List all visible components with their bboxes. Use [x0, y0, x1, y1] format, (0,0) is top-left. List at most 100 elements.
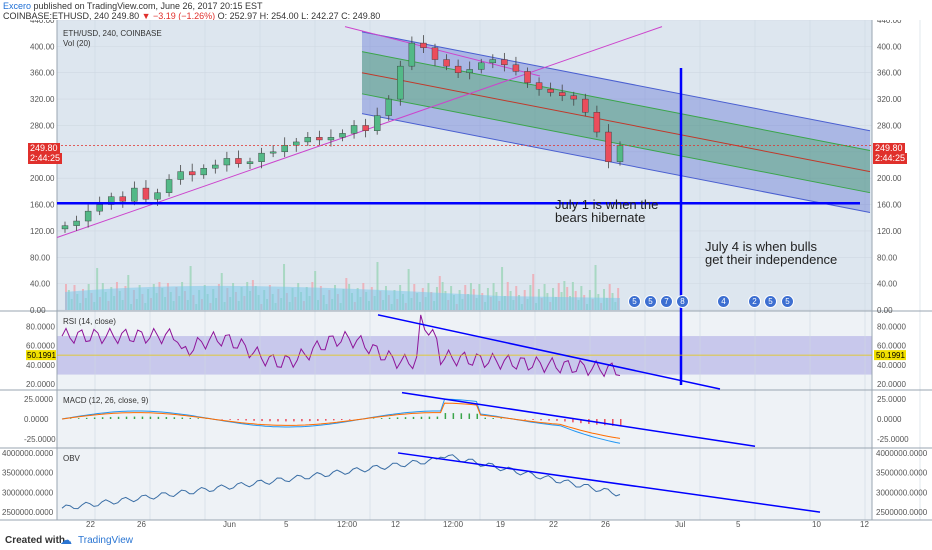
candle-body: [524, 71, 531, 83]
price-tick-right: 120.00: [877, 227, 902, 236]
macd-histogram-bar: [261, 419, 263, 422]
annotation-july4-line1: July 4 is when bulls: [705, 239, 817, 254]
candle-body: [350, 125, 358, 134]
macd-histogram-bar: [412, 416, 415, 419]
macd-tick-left: 0.0000: [24, 415, 49, 424]
rsi-tick-right: 40.0000: [877, 361, 906, 370]
volume-legend: Vol (20): [63, 39, 91, 48]
candle-body: [304, 137, 312, 143]
event-marker[interactable]: 2: [748, 295, 761, 308]
candle-body: [119, 196, 127, 202]
candle-body: [188, 171, 196, 176]
channel-line: [361, 72, 871, 173]
obv-tick-left: 3000000.0000: [2, 488, 54, 497]
candle-body: [501, 59, 508, 66]
macd-histogram-bar: [325, 419, 327, 421]
obv-tick-left: 2500000.0000: [2, 508, 54, 517]
time-tick: 5: [736, 520, 741, 529]
price-badge-left: 249.80: [28, 143, 60, 154]
time-tick: 12: [860, 520, 869, 529]
candle-body: [454, 65, 462, 73]
down-arrow-icon: ▼: [141, 11, 151, 21]
tradingview-logo-text[interactable]: TradingView: [78, 535, 134, 546]
macd-histogram-bar: [189, 417, 192, 419]
macd-histogram-bar: [141, 416, 144, 419]
candle-body: [397, 65, 404, 100]
price-tick-left: 80.00: [30, 253, 51, 262]
candle-body: [535, 82, 543, 90]
candle-body: [165, 179, 173, 193]
macd-histogram-bar: [404, 417, 407, 419]
macd-histogram-bar: [612, 419, 614, 426]
candle-body: [258, 152, 265, 162]
annotation-july1: July 1 is when the bears hibernate: [555, 198, 658, 224]
price-tick-right: 440.00: [877, 20, 902, 25]
channel-line: [361, 31, 871, 132]
candle-body: [385, 98, 392, 116]
macd-histogram-bar: [341, 419, 343, 421]
macd-histogram-bar: [388, 417, 391, 419]
symbol-line: COINBASE:ETHUSD, 240 249.80 ▼ −3.19 (−1.…: [3, 11, 380, 21]
macd-histogram-bar: [109, 416, 112, 419]
macd-histogram-bar: [548, 419, 550, 421]
macd-histogram-bar: [492, 418, 494, 419]
volume-bar: [376, 262, 379, 310]
macd-histogram-bar: [173, 417, 176, 419]
rsi-tick-left: 20.0000: [26, 380, 55, 389]
price-pane-title: ETH/USD, 240, COINBASE: [63, 29, 162, 38]
macd-histogram-bar: [317, 419, 319, 421]
candle-body: [200, 168, 207, 176]
event-marker[interactable]: 4: [717, 295, 730, 308]
volume-bar: [571, 282, 574, 310]
candle-body: [420, 42, 427, 48]
price-tick-left: 0.00: [30, 306, 46, 315]
volume-bar: [594, 265, 597, 310]
macd-trendline: [401, 391, 756, 447]
obv-tick-right: 3000000.0000: [876, 488, 928, 497]
macd-histogram-bar: [500, 418, 502, 419]
macd-histogram-bar: [253, 419, 255, 421]
time-badge-right: 2:44:25: [873, 153, 908, 164]
price-tick-left: 200.00: [30, 174, 55, 183]
rsi-value-right: 50.1991: [876, 351, 905, 360]
candle-body: [443, 59, 450, 67]
macd-histogram-bar: [372, 418, 375, 419]
candle-body: [466, 69, 473, 73]
price-tick-left: 400.00: [30, 42, 55, 51]
time-tick: 22: [86, 520, 95, 529]
annotation-july1-line2: bears hibernate: [555, 210, 646, 225]
volume-bar: [501, 267, 504, 310]
event-marker[interactable]: 7: [660, 295, 673, 308]
macd-histogram-bar: [396, 417, 399, 419]
author-name[interactable]: Excero: [3, 1, 32, 11]
candle-body: [235, 158, 242, 164]
candle-body: [73, 220, 80, 226]
price-tick-right: 200.00: [877, 174, 902, 183]
volume-bar: [506, 282, 509, 310]
event-marker[interactable]: 5: [781, 295, 794, 308]
obv-tick-left: 4000000.0000: [2, 449, 54, 458]
candle-body: [570, 95, 577, 100]
event-marker[interactable]: 8: [676, 295, 689, 308]
price-change: −3.19 (−1.26%): [153, 11, 216, 21]
rsi-tick-left: 40.0000: [26, 361, 55, 370]
macd-histogram-bar: [444, 413, 447, 419]
price-badge-right: 249.80: [873, 143, 905, 154]
candle-body: [108, 196, 115, 205]
event-marker[interactable]: 5: [628, 295, 641, 308]
time-tick: 5: [284, 520, 289, 529]
event-marker[interactable]: 5: [764, 295, 777, 308]
macd-histogram-bar: [77, 418, 80, 419]
macd-signal-line: [61, 402, 621, 439]
macd-histogram-bar: [452, 413, 455, 419]
macd-histogram-bar: [269, 419, 271, 422]
macd-histogram-bar: [532, 419, 534, 420]
volume-bar: [407, 269, 410, 310]
footer: Created with ☁ TradingView: [0, 530, 932, 550]
price-tick-right: 280.00: [877, 121, 902, 130]
last-price: 249.80: [111, 11, 140, 21]
macd-histogram-bar: [484, 417, 486, 419]
macd-histogram-bar: [125, 416, 128, 419]
event-marker[interactable]: 5: [644, 295, 657, 308]
